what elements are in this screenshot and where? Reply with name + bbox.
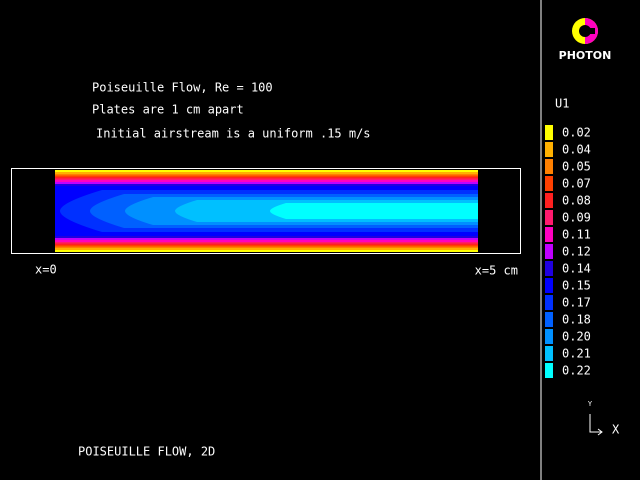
legend-label: 0.07 (562, 177, 591, 191)
legend-label: 0.05 (562, 160, 591, 174)
legend-label: 0.21 (562, 347, 591, 361)
legend-label: 0.14 (562, 262, 591, 276)
legend-swatch (545, 295, 553, 310)
legend-label: 0.18 (562, 313, 591, 327)
annotation: Poiseuille Flow, Re = 100 (92, 81, 273, 95)
annotation: Initial airstream is a uniform .15 m/s (96, 127, 371, 141)
triad-label: X (612, 423, 620, 437)
legend-swatch (545, 176, 553, 191)
triad-label: Y (588, 400, 593, 408)
legend-swatch (545, 346, 553, 361)
contour-band (270, 203, 478, 219)
legend-swatch (545, 278, 553, 293)
legend-label: 0.17 (562, 296, 591, 310)
triad (589, 414, 603, 436)
legend-label: 0.20 (562, 330, 591, 344)
legend-swatch (545, 227, 553, 242)
legend-label: 0.11 (562, 228, 591, 242)
legend-label: 0.22 (562, 364, 591, 378)
legend-swatch (545, 159, 553, 174)
legend-swatch (545, 125, 553, 140)
footer: POISEUILLE FLOW, 2D (78, 445, 215, 459)
axis-label: x=5 cm (475, 264, 518, 278)
legend-label: 0.04 (562, 143, 591, 157)
annotation: Plates are 1 cm apart (92, 103, 244, 117)
legend-title: U1 (555, 97, 569, 111)
legend-label: 0.08 (562, 194, 591, 208)
legend-label: 0.02 (562, 126, 591, 140)
legend-swatch (545, 363, 553, 378)
contour-field (55, 170, 478, 252)
legend-swatch (545, 329, 553, 344)
legend-swatch (545, 210, 553, 225)
legend-swatch (545, 193, 553, 208)
legend-swatch (545, 244, 553, 259)
legend-label: 0.09 (562, 211, 591, 225)
legend-label: 0.15 (562, 279, 591, 293)
app-name: PHOTON (559, 49, 612, 62)
domain-frame (11, 168, 521, 254)
legend: 0.02 0.04 0.05 0.07 0.08 0.09 0.11 0.12 0.14 0.15… (545, 125, 591, 378)
legend-swatch (545, 142, 553, 157)
legend-label: 0.12 (562, 245, 591, 259)
logo (572, 18, 598, 44)
legend-swatch (545, 261, 553, 276)
axis-label: x=0 (35, 263, 57, 277)
legend-swatch (545, 312, 553, 327)
